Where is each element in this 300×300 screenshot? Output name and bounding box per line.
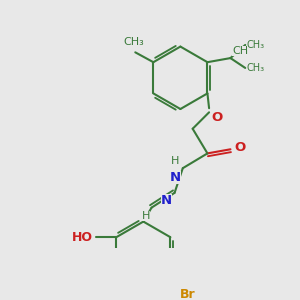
Text: O: O [212,111,223,124]
Text: H: H [142,211,150,221]
Text: N: N [170,171,181,184]
Text: H: H [171,156,179,166]
Text: CH₃: CH₃ [247,40,265,50]
Text: O: O [235,141,246,154]
Text: CH₃: CH₃ [247,63,265,73]
Text: N: N [161,194,172,208]
Text: CH: CH [232,46,248,56]
Text: CH₃: CH₃ [123,38,144,47]
Text: Br: Br [180,288,196,300]
Text: HO: HO [72,231,93,244]
